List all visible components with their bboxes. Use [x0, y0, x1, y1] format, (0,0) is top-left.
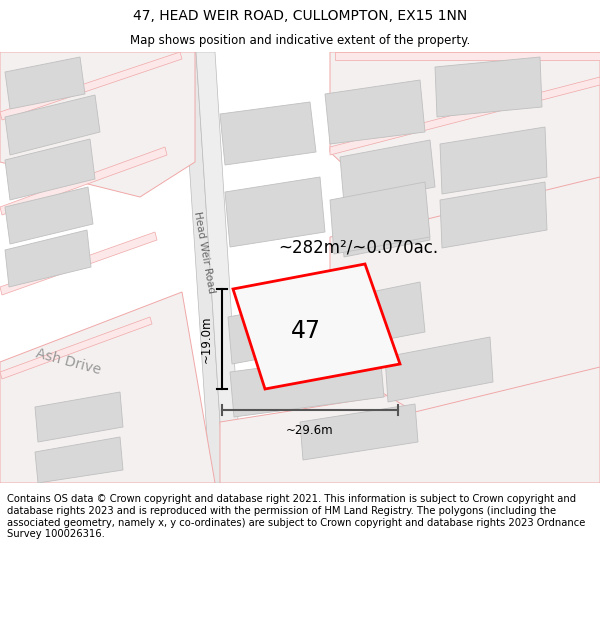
- Text: Contains OS data © Crown copyright and database right 2021. This information is : Contains OS data © Crown copyright and d…: [7, 494, 586, 539]
- Polygon shape: [196, 52, 242, 483]
- Polygon shape: [330, 177, 600, 412]
- Polygon shape: [0, 317, 152, 379]
- Text: Ash Drive: Ash Drive: [34, 347, 102, 378]
- Polygon shape: [225, 177, 325, 247]
- Polygon shape: [340, 194, 430, 257]
- Polygon shape: [220, 362, 600, 483]
- Text: 47: 47: [291, 319, 321, 344]
- Polygon shape: [5, 139, 95, 200]
- Polygon shape: [330, 52, 600, 232]
- Polygon shape: [0, 292, 215, 483]
- Polygon shape: [300, 404, 418, 460]
- Polygon shape: [228, 300, 324, 364]
- Text: Map shows position and indicative extent of the property.: Map shows position and indicative extent…: [130, 34, 470, 47]
- Polygon shape: [385, 337, 493, 402]
- Polygon shape: [0, 52, 182, 120]
- Polygon shape: [230, 352, 384, 417]
- Polygon shape: [332, 282, 425, 349]
- Polygon shape: [435, 57, 542, 117]
- Polygon shape: [0, 52, 195, 197]
- Polygon shape: [440, 182, 547, 248]
- Polygon shape: [325, 80, 425, 144]
- Text: ~19.0m: ~19.0m: [200, 315, 213, 362]
- Polygon shape: [233, 264, 400, 389]
- Polygon shape: [340, 140, 435, 204]
- Polygon shape: [35, 437, 123, 483]
- Polygon shape: [5, 230, 91, 287]
- Polygon shape: [330, 182, 430, 254]
- Polygon shape: [335, 52, 600, 60]
- Text: ~282m²/~0.070ac.: ~282m²/~0.070ac.: [278, 238, 438, 256]
- Text: 47, HEAD WEIR ROAD, CULLOMPTON, EX15 1NN: 47, HEAD WEIR ROAD, CULLOMPTON, EX15 1NN: [133, 9, 467, 22]
- Polygon shape: [182, 52, 224, 483]
- Text: ~29.6m: ~29.6m: [286, 424, 334, 437]
- Polygon shape: [5, 57, 85, 109]
- Polygon shape: [220, 102, 316, 165]
- Polygon shape: [0, 147, 167, 215]
- Polygon shape: [440, 127, 547, 194]
- Text: Head Weir Road: Head Weir Road: [192, 210, 216, 294]
- Polygon shape: [5, 95, 100, 155]
- Polygon shape: [35, 392, 123, 442]
- Polygon shape: [5, 187, 93, 244]
- Polygon shape: [0, 232, 157, 295]
- Polygon shape: [330, 77, 600, 155]
